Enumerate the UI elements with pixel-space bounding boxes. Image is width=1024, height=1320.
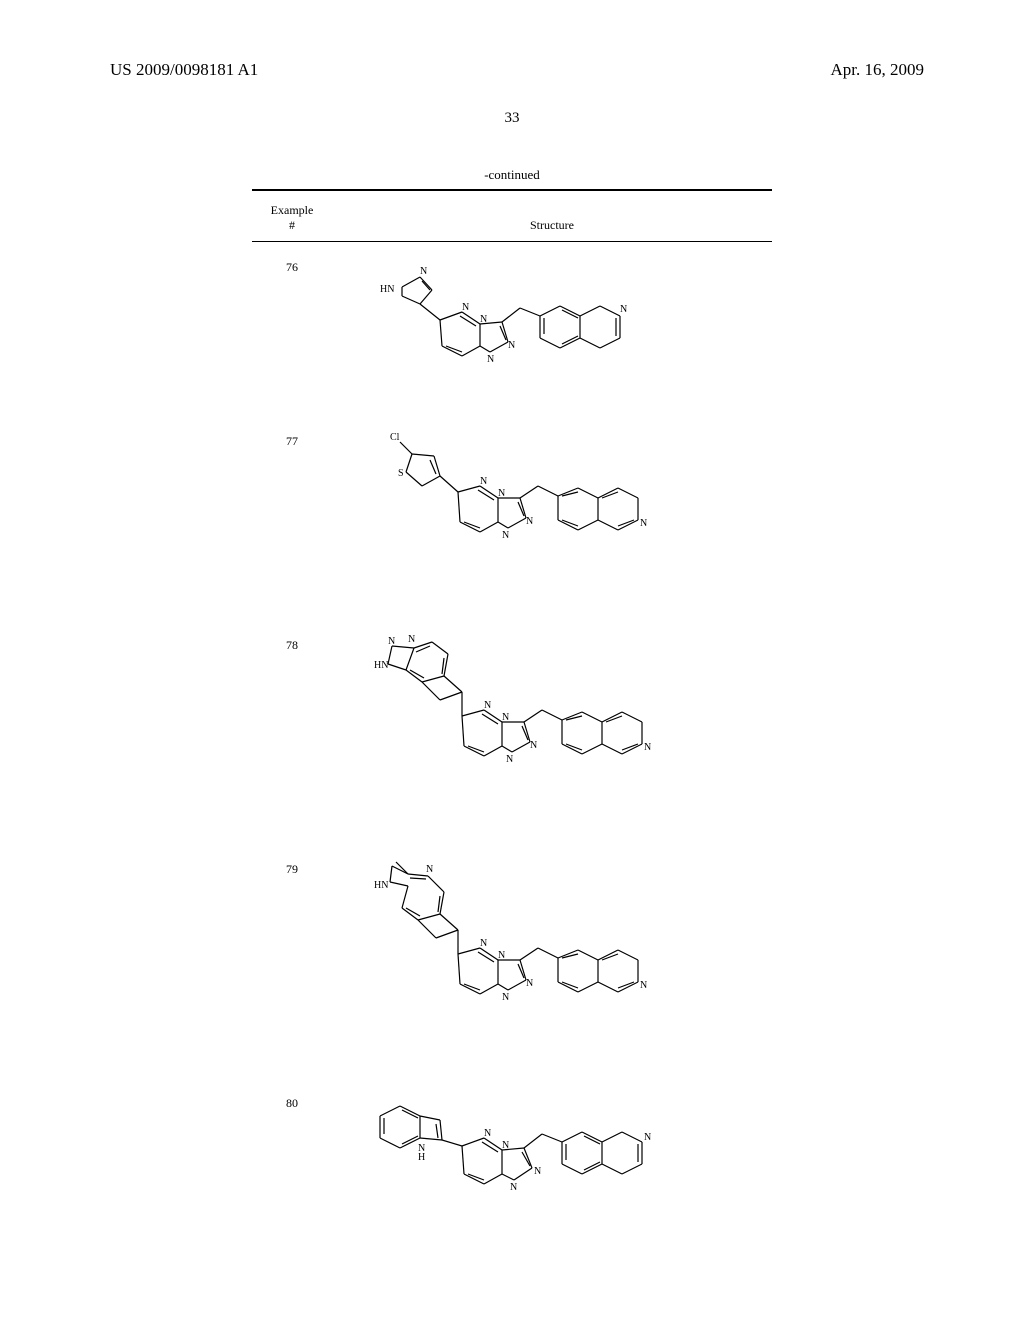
label-HN: HN xyxy=(374,660,388,671)
table-row: 78 HN xyxy=(252,620,772,844)
structure-cell: Cl S xyxy=(332,426,772,606)
label-N: N xyxy=(640,518,647,529)
col-example: Example # xyxy=(252,203,332,233)
label-N: N xyxy=(480,476,487,487)
col-example-line1: Example xyxy=(252,203,332,218)
page-header: US 2009/0098181 A1 Apr. 16, 2009 xyxy=(0,0,1024,80)
table-row: 80 xyxy=(252,1078,772,1242)
structure-79-svg: HN N xyxy=(362,854,682,1064)
example-number: 78 xyxy=(252,630,332,653)
label-HN: HN xyxy=(374,880,388,891)
label-H: H xyxy=(418,1152,425,1163)
structure-78-svg: HN N N xyxy=(362,630,682,830)
structure-cell: HN N N xyxy=(332,630,772,830)
label-N: N xyxy=(508,340,515,351)
label-N: N xyxy=(462,302,469,313)
publication-number: US 2009/0098181 A1 xyxy=(110,60,258,80)
example-number: 79 xyxy=(252,854,332,877)
structure-cell: N H xyxy=(332,1088,772,1228)
label-N: N xyxy=(498,950,505,961)
label-N: N xyxy=(502,1140,509,1151)
label-N: N xyxy=(640,980,647,991)
label-N: N xyxy=(480,938,487,949)
example-number: 77 xyxy=(252,426,332,449)
structure-80-svg: N H xyxy=(362,1088,682,1228)
structure-76-svg: HN N xyxy=(362,252,662,402)
label-N: N xyxy=(510,1182,517,1193)
publication-date: Apr. 16, 2009 xyxy=(831,60,925,80)
continued-label: -continued xyxy=(252,167,772,183)
label-Cl: Cl xyxy=(390,432,400,443)
table-rule-top xyxy=(252,189,772,191)
label-N: N xyxy=(526,516,533,527)
label-N: N xyxy=(484,700,491,711)
label-N: N xyxy=(534,1166,541,1177)
table-row: 79 HN xyxy=(252,844,772,1078)
label-N: N xyxy=(502,992,509,1003)
label-N: N xyxy=(502,712,509,723)
example-number: 80 xyxy=(252,1088,332,1111)
structure-cell: HN N xyxy=(332,252,772,402)
table-row: 77 Cl S xyxy=(252,416,772,620)
label-N: N xyxy=(526,978,533,989)
label-N: N xyxy=(502,530,509,541)
col-example-line2: # xyxy=(252,218,332,233)
label-HN: HN xyxy=(380,284,394,295)
structure-table: -continued Example # Structure 76 HN xyxy=(252,167,772,1242)
table-row: 76 HN N xyxy=(252,242,772,416)
label-S: S xyxy=(398,468,404,479)
label-N: N xyxy=(644,742,651,753)
label-N: N xyxy=(506,754,513,765)
label-N: N xyxy=(498,488,505,499)
table-header: Example # Structure xyxy=(252,197,772,241)
label-N: N xyxy=(484,1128,491,1139)
label-N: N xyxy=(408,634,415,645)
label-N: N xyxy=(620,304,627,315)
label-N: N xyxy=(420,266,427,277)
example-number: 76 xyxy=(252,252,332,275)
structure-cell: HN N xyxy=(332,854,772,1064)
label-N: N xyxy=(644,1132,651,1143)
structure-77-svg: Cl S xyxy=(362,426,672,606)
col-structure: Structure xyxy=(332,218,772,233)
label-N: N xyxy=(487,354,494,365)
page-number: 33 xyxy=(0,110,1024,127)
label-N: N xyxy=(480,314,487,325)
label-N: N xyxy=(530,740,537,751)
label-N: N xyxy=(426,864,433,875)
label-N: N xyxy=(388,636,395,647)
